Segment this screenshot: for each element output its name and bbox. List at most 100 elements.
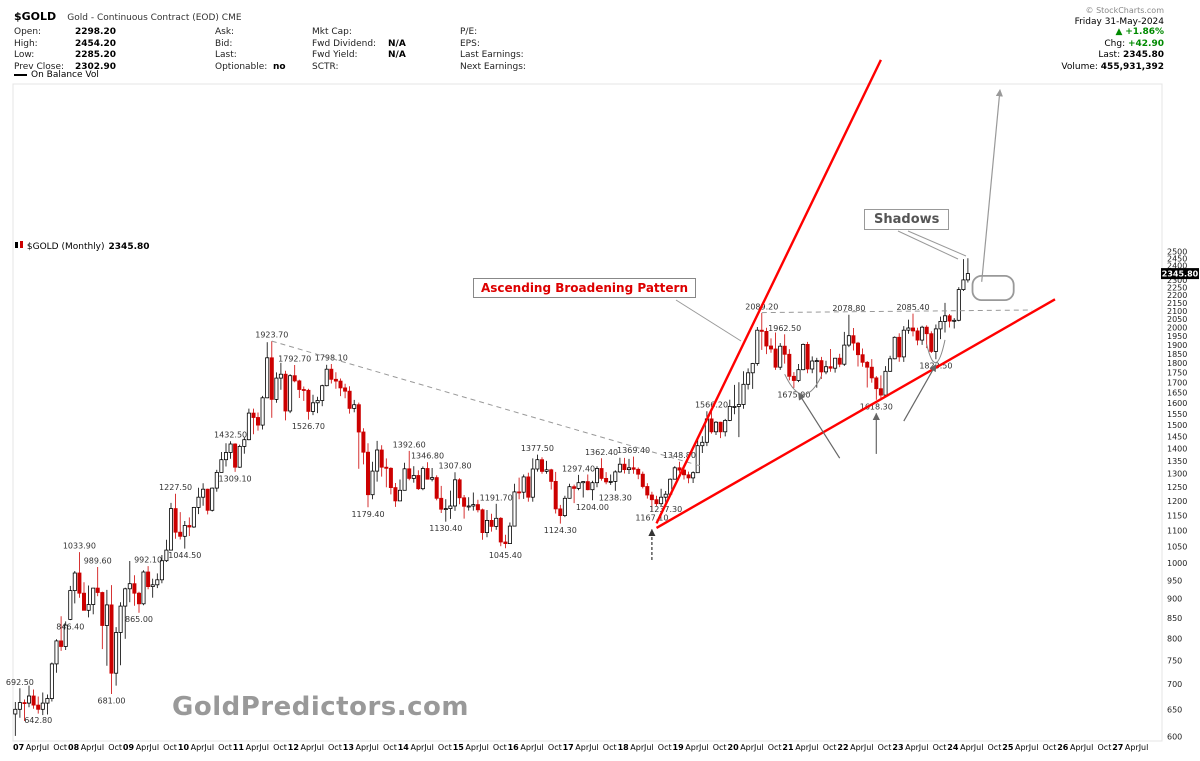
svg-text:Oct: Oct — [383, 743, 397, 752]
svg-text:07: 07 — [13, 743, 24, 752]
svg-text:1798.10: 1798.10 — [315, 354, 348, 363]
svg-text:1300: 1300 — [1167, 470, 1187, 479]
svg-text:1100: 1100 — [1167, 527, 1187, 536]
svg-text:Jul: Jul — [1138, 743, 1149, 752]
svg-text:16: 16 — [508, 743, 520, 752]
svg-text:1526.70: 1526.70 — [292, 422, 325, 431]
svg-text:1675.90: 1675.90 — [777, 390, 810, 399]
svg-text:650: 650 — [1167, 705, 1182, 714]
svg-text:Apr: Apr — [520, 743, 535, 752]
quote-col-bidask: Ask: Bid: Last: Optionable: no — [215, 27, 286, 73]
svg-text:692.50: 692.50 — [6, 678, 34, 687]
svg-text:1566.20: 1566.20 — [695, 400, 728, 409]
quote-row: Last: — [215, 50, 237, 60]
svg-text:1750: 1750 — [1167, 369, 1187, 378]
svg-text:24: 24 — [947, 743, 959, 752]
svg-text:1950: 1950 — [1167, 332, 1187, 341]
svg-text:Apr: Apr — [630, 743, 645, 752]
svg-text:1050: 1050 — [1167, 542, 1187, 551]
svg-text:21: 21 — [782, 743, 794, 752]
svg-text:Oct: Oct — [768, 743, 782, 752]
svg-text:11: 11 — [233, 743, 245, 752]
svg-text:1200: 1200 — [1167, 497, 1187, 506]
svg-text:600: 600 — [1167, 733, 1182, 742]
quote-row: Prev Close: 2302.90 — [14, 61, 116, 72]
svg-text:Oct: Oct — [823, 743, 837, 752]
svg-text:Apr: Apr — [356, 743, 371, 752]
svg-text:1307.80: 1307.80 — [438, 462, 471, 471]
svg-text:2050: 2050 — [1167, 315, 1187, 324]
svg-text:2300: 2300 — [1167, 276, 1187, 285]
svg-text:1227.50: 1227.50 — [159, 483, 192, 492]
svg-text:1600: 1600 — [1167, 399, 1187, 408]
svg-text:1191.70: 1191.70 — [480, 493, 513, 502]
svg-text:989.60: 989.60 — [84, 557, 112, 566]
candlestick-style-icon — [15, 241, 23, 248]
overlay-legend: On Balance Vol — [14, 70, 99, 80]
svg-text:Apr: Apr — [411, 743, 426, 752]
quote-row: P/E: — [460, 27, 478, 37]
svg-text:Jul: Jul — [698, 743, 709, 752]
last-row: Last: 2345.80 — [1098, 50, 1164, 60]
svg-text:09: 09 — [123, 743, 135, 752]
chg-row: Chg: +42.90 — [1104, 38, 1164, 49]
svg-text:865.00: 865.00 — [125, 615, 153, 624]
quote-row: EPS: — [460, 38, 480, 49]
svg-text:Jul: Jul — [1083, 743, 1094, 752]
quote-col-earnings: P/E: EPS: Last Earnings: Next Earnings: — [460, 27, 542, 73]
svg-text:Oct: Oct — [603, 743, 617, 752]
quote-row: Low: 2285.20 — [14, 50, 116, 60]
symbol-description: Gold - Continuous Contract (EOD) CME — [67, 13, 242, 23]
svg-text:Oct: Oct — [53, 743, 67, 752]
svg-text:12: 12 — [288, 743, 299, 752]
svg-text:1700: 1700 — [1167, 379, 1187, 388]
svg-text:1800: 1800 — [1167, 359, 1187, 368]
svg-text:20: 20 — [728, 743, 740, 752]
svg-text:1167.10: 1167.10 — [635, 513, 668, 522]
svg-text:2250: 2250 — [1167, 283, 1187, 292]
svg-text:Oct: Oct — [493, 743, 507, 752]
svg-text:Apr: Apr — [246, 743, 261, 752]
svg-text:1432.50: 1432.50 — [214, 431, 247, 440]
svg-text:1150: 1150 — [1167, 511, 1187, 520]
svg-text:1204.00: 1204.00 — [576, 503, 609, 512]
svg-text:2400: 2400 — [1167, 261, 1187, 270]
svg-text:681.00: 681.00 — [98, 697, 126, 706]
quote-row: Open: 2298.20 — [14, 27, 116, 37]
quote-row: Bid: — [215, 38, 233, 49]
svg-text:2100: 2100 — [1167, 307, 1187, 316]
svg-text:Oct: Oct — [713, 743, 727, 752]
quote-row: Mkt Cap: — [312, 27, 352, 37]
quote-col-ohlc: Open: 2298.20 High: 2454.20 Low: 2285.20 Pr… — [14, 27, 116, 73]
svg-text:950: 950 — [1167, 576, 1182, 585]
svg-text:14: 14 — [398, 743, 410, 752]
svg-text:Oct: Oct — [273, 743, 287, 752]
svg-text:1130.40: 1130.40 — [429, 524, 462, 533]
svg-text:Apr: Apr — [191, 743, 206, 752]
svg-text:23: 23 — [892, 743, 903, 752]
svg-text:992.10: 992.10 — [134, 556, 162, 565]
svg-text:Jul: Jul — [1028, 743, 1039, 752]
svg-text:1650: 1650 — [1167, 389, 1187, 398]
chart-date: Friday 31-May-2024 — [1074, 17, 1164, 27]
quote-row: Fwd Dividend: N/A — [312, 38, 406, 49]
svg-text:1392.60: 1392.60 — [393, 440, 426, 449]
svg-text:700: 700 — [1167, 680, 1182, 689]
svg-text:Jul: Jul — [478, 743, 489, 752]
svg-text:1400: 1400 — [1167, 445, 1187, 454]
svg-text:Oct: Oct — [1098, 743, 1112, 752]
svg-text:Jul: Jul — [973, 743, 984, 752]
svg-text:22: 22 — [837, 743, 848, 752]
svg-text:800: 800 — [1167, 635, 1182, 644]
svg-text:1362.40: 1362.40 — [585, 448, 618, 457]
svg-text:846.40: 846.40 — [56, 623, 84, 632]
goldpredictors-watermark: GoldPredictors.com — [172, 692, 470, 722]
up-arrow-icon: ▲ — [1115, 27, 1123, 37]
svg-text:Oct: Oct — [933, 743, 947, 752]
quote-row: Fwd Yield: N/A — [312, 50, 406, 60]
svg-text:Apr: Apr — [575, 743, 590, 752]
svg-text:642.80: 642.80 — [24, 716, 52, 725]
svg-text:Jul: Jul — [313, 743, 324, 752]
svg-text:Apr: Apr — [1015, 743, 1030, 752]
